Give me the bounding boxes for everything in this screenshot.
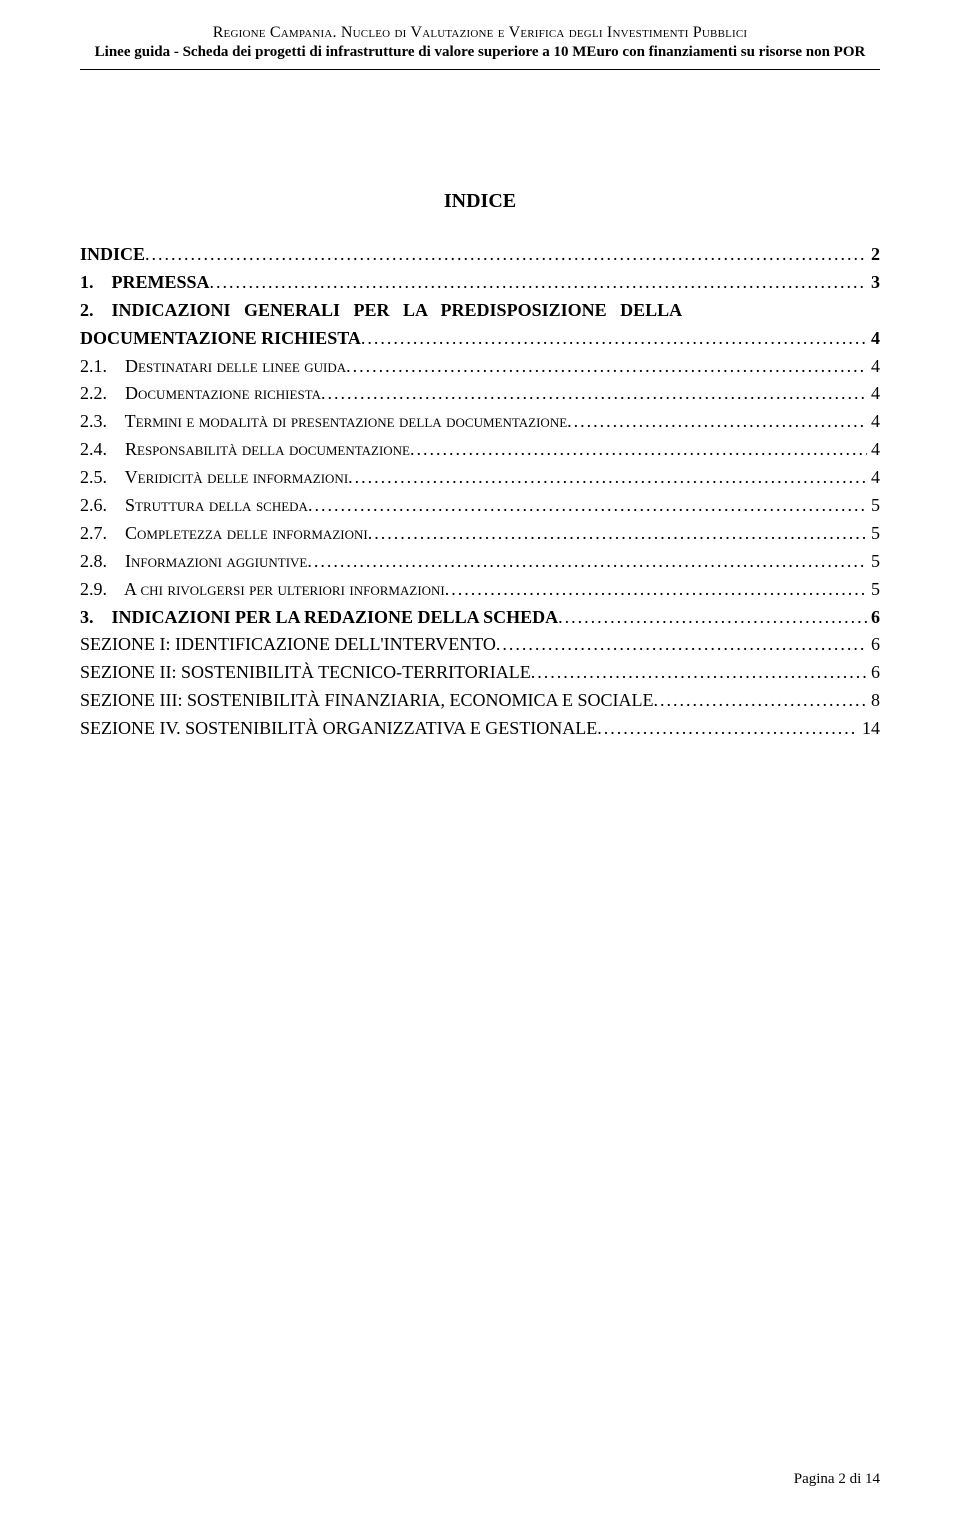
toc-row: 2.7. Completezza delle informazioni.....… [80, 520, 880, 548]
toc-entry-label: 2.3. Termini e modalità di presentazione… [80, 408, 567, 436]
header-line-2: Linee guida - Scheda dei progetti di inf… [80, 44, 880, 61]
toc-leader: ........................................… [410, 436, 867, 464]
toc-entry-label: 2.4. Responsabilità della documentazione [80, 436, 410, 464]
toc-leader: ........................................… [307, 548, 866, 576]
toc-entry-page: 6 [867, 604, 881, 632]
toc-row: 2.5. Veridicità delle informazioni......… [80, 464, 880, 492]
toc-entry-label: INDICE [80, 241, 145, 269]
toc-row: 2. INDICAZIONI GENERALI PER LA PREDISPOS… [80, 297, 880, 325]
toc-row: 2.8. Informazioni aggiuntive............… [80, 548, 880, 576]
toc-entry-page: 4 [867, 380, 881, 408]
toc-row: SEZIONE IV. SOSTENIBILITÀ ORGANIZZATIVA … [80, 715, 880, 743]
toc-row: SEZIONE III: SOSTENIBILITÀ FINANZIARIA, … [80, 687, 880, 715]
toc-entry-label: SEZIONE IV. SOSTENIBILITÀ ORGANIZZATIVA … [80, 715, 597, 743]
toc-entry-label: 2. INDICAZIONI GENERALI PER LA PREDISPOS… [80, 297, 682, 325]
toc-entry-page: 4 [867, 464, 881, 492]
toc-leader: ........................................… [496, 631, 867, 659]
toc-leader: ........................................… [321, 380, 867, 408]
toc-entry-page: 4 [867, 353, 881, 381]
toc-row: DOCUMENTAZIONE RICHIESTA................… [80, 325, 880, 353]
toc-leader: ........................................… [445, 576, 867, 604]
toc-leader: ........................................… [346, 353, 866, 381]
toc-entry-page: 4 [867, 408, 881, 436]
toc-entry-label: 2.1. Destinatari delle linee guida [80, 353, 346, 381]
toc-entry-label: SEZIONE III: SOSTENIBILITÀ FINANZIARIA, … [80, 687, 653, 715]
toc-entry-label: 2.9. A chi rivolgersi per ulteriori info… [80, 576, 445, 604]
toc-leader: ........................................… [653, 687, 866, 715]
toc-row: 2.1. Destinatari delle linee guida......… [80, 353, 880, 381]
page: Regione Campania. Nucleo di Valutazione … [0, 0, 960, 1528]
toc-entry-label: SEZIONE II: SOSTENIBILITÀ TECNICO-TERRIT… [80, 659, 531, 687]
toc-entry-page: 8 [867, 687, 881, 715]
toc-entry-label: SEZIONE I: IDENTIFICAZIONE DELL'INTERVEN… [80, 631, 496, 659]
toc-entry-label: DOCUMENTAZIONE RICHIESTA [80, 325, 361, 353]
toc-row: 1. PREMESSA.............................… [80, 269, 880, 297]
page-header: Regione Campania. Nucleo di Valutazione … [80, 24, 880, 61]
toc-entry-page: 14 [858, 715, 881, 743]
toc-entry-page: 5 [867, 576, 881, 604]
toc-leader: ........................................… [558, 604, 866, 632]
toc-leader: ........................................… [567, 408, 866, 436]
toc-entry-page: 5 [867, 492, 881, 520]
toc-entry-label: 3. INDICAZIONI PER LA REDAZIONE DELLA SC… [80, 604, 558, 632]
toc-row: SEZIONE I: IDENTIFICAZIONE DELL'INTERVEN… [80, 631, 880, 659]
index-title: INDICE [80, 190, 880, 213]
toc-leader: ........................................… [361, 325, 867, 353]
toc-entry-page: 6 [867, 659, 881, 687]
toc-leader: ........................................… [368, 520, 867, 548]
toc-entry-page: 4 [867, 436, 881, 464]
toc-entry-page: 6 [867, 631, 881, 659]
toc-entry-page: 2 [867, 241, 881, 269]
toc-leader: ........................................… [597, 715, 857, 743]
toc-leader: ........................................… [531, 659, 867, 687]
toc-row: 2.9. A chi rivolgersi per ulteriori info… [80, 576, 880, 604]
toc-entry-label: 2.2. Documentazione richiesta [80, 380, 321, 408]
table-of-contents: INDICE..................................… [80, 241, 880, 743]
toc-entry-page: 4 [867, 325, 881, 353]
toc-row: 2.3. Termini e modalità di presentazione… [80, 408, 880, 436]
header-line1-prefix: Regione Campania. Nucleo di [213, 24, 411, 41]
toc-entry-page: 3 [867, 269, 881, 297]
toc-entry-label: 2.7. Completezza delle informazioni [80, 520, 368, 548]
header-rule [80, 69, 880, 70]
toc-leader: ........................................… [348, 464, 866, 492]
header-line-1: Regione Campania. Nucleo di Valutazione … [80, 24, 880, 42]
toc-leader: ........................................… [308, 492, 867, 520]
header-line1-suffix: Valutazione e Verifica degli Investiment… [410, 24, 747, 41]
toc-entry-label: 2.6. Struttura della scheda [80, 492, 308, 520]
toc-entry-label: 2.5. Veridicità delle informazioni [80, 464, 348, 492]
toc-leader: ........................................… [145, 241, 866, 269]
toc-entry-label: 2.8. Informazioni aggiuntive [80, 548, 307, 576]
toc-row: 2.2. Documentazione richiesta...........… [80, 380, 880, 408]
page-footer: Pagina 2 di 14 [794, 1471, 880, 1488]
toc-entry-label: 1. PREMESSA [80, 269, 210, 297]
toc-row: 2.6. Struttura della scheda.............… [80, 492, 880, 520]
toc-row: 2.4. Responsabilità della documentazione… [80, 436, 880, 464]
toc-entry-page: 5 [867, 548, 881, 576]
toc-row: SEZIONE II: SOSTENIBILITÀ TECNICO-TERRIT… [80, 659, 880, 687]
toc-row: INDICE..................................… [80, 241, 880, 269]
toc-entry-page: 5 [867, 520, 881, 548]
toc-row: 3. INDICAZIONI PER LA REDAZIONE DELLA SC… [80, 604, 880, 632]
toc-leader: ........................................… [210, 269, 867, 297]
